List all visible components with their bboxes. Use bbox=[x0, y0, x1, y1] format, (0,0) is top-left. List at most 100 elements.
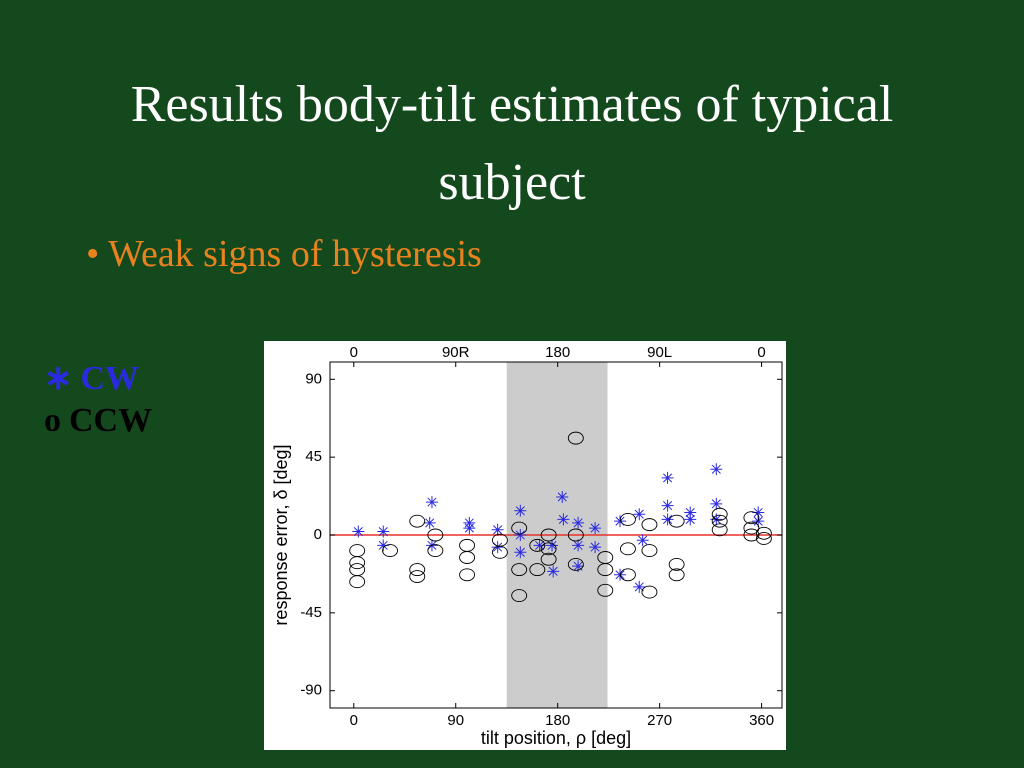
cw-point bbox=[684, 513, 697, 526]
legend-entry: o CCW bbox=[44, 402, 152, 446]
ccw-point bbox=[567, 528, 584, 542]
cw-point bbox=[514, 529, 527, 541]
ccw-point bbox=[511, 521, 528, 535]
cw-point bbox=[533, 539, 546, 552]
slide-title: Results body-tilt estimates of typical s… bbox=[130, 76, 894, 211]
ccw-point bbox=[382, 544, 398, 558]
ccw-point bbox=[540, 542, 557, 556]
cw-point bbox=[352, 525, 365, 538]
y-tick-label: 90 bbox=[305, 370, 322, 387]
cw-point bbox=[546, 539, 559, 552]
cw-point bbox=[463, 522, 476, 535]
ccw-point bbox=[427, 528, 444, 542]
x-tick-label: 180 bbox=[545, 712, 570, 729]
ccw-point bbox=[597, 563, 614, 577]
x-axis-label: tilt position, ρ [deg] bbox=[481, 728, 631, 748]
cw-point bbox=[661, 471, 674, 484]
ccw-point bbox=[459, 538, 476, 552]
y-tick-label: 0 bbox=[314, 526, 322, 543]
ccw-point bbox=[755, 526, 772, 540]
legend-symbol: ∗ bbox=[44, 360, 73, 397]
cw-point bbox=[572, 560, 585, 573]
y-tick-label: 45 bbox=[305, 448, 322, 465]
ccw-point bbox=[540, 528, 557, 542]
cw-point bbox=[491, 541, 504, 554]
ccw-point bbox=[641, 585, 658, 599]
cw-point bbox=[425, 496, 438, 509]
y-axis-label: response error, δ [deg] bbox=[271, 444, 291, 625]
cw-point bbox=[633, 580, 646, 593]
x-tick-label: 270 bbox=[647, 712, 672, 729]
cw-point bbox=[752, 506, 765, 519]
chart: -90 -45 0 45 90 0 90 180 270 360 0 90R 180 90L 0 tilt p… bbox=[264, 341, 786, 750]
x2-tick-label: 0 bbox=[350, 344, 358, 361]
ccw-point bbox=[597, 583, 614, 597]
cw-point bbox=[423, 516, 436, 529]
ccw-point bbox=[668, 568, 685, 582]
cw-point bbox=[491, 523, 504, 536]
ccw-point bbox=[349, 575, 366, 589]
legend-label: CCW bbox=[69, 402, 153, 439]
cw-point bbox=[377, 525, 390, 538]
ccw-point bbox=[711, 514, 728, 528]
cw-point bbox=[710, 463, 723, 476]
ccw-point bbox=[529, 538, 546, 552]
cw-point bbox=[514, 504, 527, 517]
ccw-point bbox=[529, 563, 546, 577]
ccw-point bbox=[668, 514, 685, 528]
ccw-point bbox=[619, 542, 636, 556]
ccw-point bbox=[619, 568, 636, 582]
ccw-point bbox=[755, 532, 772, 545]
cw-point bbox=[661, 499, 674, 512]
cw-point bbox=[514, 546, 527, 559]
x2-tick-label: 180 bbox=[545, 344, 570, 361]
cw-point bbox=[557, 513, 570, 526]
ccw-point bbox=[349, 556, 366, 570]
cw-point bbox=[589, 541, 602, 554]
legend-label: CW bbox=[80, 360, 140, 397]
x-tick-label: 360 bbox=[749, 712, 774, 729]
ccw-point bbox=[540, 552, 557, 566]
bullet-text: Weak signs of hysteresis bbox=[108, 233, 482, 275]
ccw-point bbox=[409, 514, 426, 528]
legend-entry: ∗ CW bbox=[44, 358, 152, 402]
cw-point bbox=[547, 565, 560, 578]
x2-tick-label: 90R bbox=[442, 344, 470, 361]
ccw-point bbox=[511, 563, 528, 577]
ccw-point bbox=[459, 551, 476, 564]
ccw-point bbox=[349, 563, 366, 577]
cw-point bbox=[684, 506, 697, 519]
cw-point bbox=[710, 497, 723, 510]
ccw-point bbox=[567, 431, 584, 445]
ccw-point bbox=[711, 523, 728, 537]
y-tick-label: -90 bbox=[300, 682, 322, 699]
cw-point bbox=[589, 522, 602, 535]
cw-point bbox=[377, 539, 390, 552]
ccw-point bbox=[409, 563, 426, 577]
cw-point bbox=[752, 515, 765, 528]
x2-tick-label: 90L bbox=[647, 344, 672, 361]
cw-point bbox=[633, 508, 646, 521]
legend-symbol: o bbox=[44, 402, 61, 439]
ccw-point bbox=[711, 507, 728, 521]
ccw-point bbox=[641, 518, 658, 532]
ccw-point bbox=[743, 528, 760, 542]
y-tick-label: -45 bbox=[300, 604, 322, 621]
x2-tick-label: 0 bbox=[757, 344, 765, 361]
ccw-point bbox=[409, 570, 426, 583]
bullet: • Weak signs of hysteresis bbox=[86, 233, 482, 275]
ccw-point bbox=[427, 544, 444, 558]
ccw-point bbox=[641, 544, 658, 558]
ccw-point bbox=[743, 511, 760, 525]
legend: ∗ CW o CCW bbox=[44, 358, 152, 446]
cw-point bbox=[556, 490, 569, 503]
ccw-point bbox=[491, 545, 508, 559]
ccw-point bbox=[619, 512, 636, 526]
ccw-point bbox=[459, 568, 476, 582]
cw-point bbox=[572, 516, 585, 529]
ccw-point bbox=[567, 557, 584, 571]
ccw-point bbox=[349, 544, 366, 558]
ccw-point bbox=[743, 521, 760, 535]
ccw-point bbox=[668, 557, 685, 571]
